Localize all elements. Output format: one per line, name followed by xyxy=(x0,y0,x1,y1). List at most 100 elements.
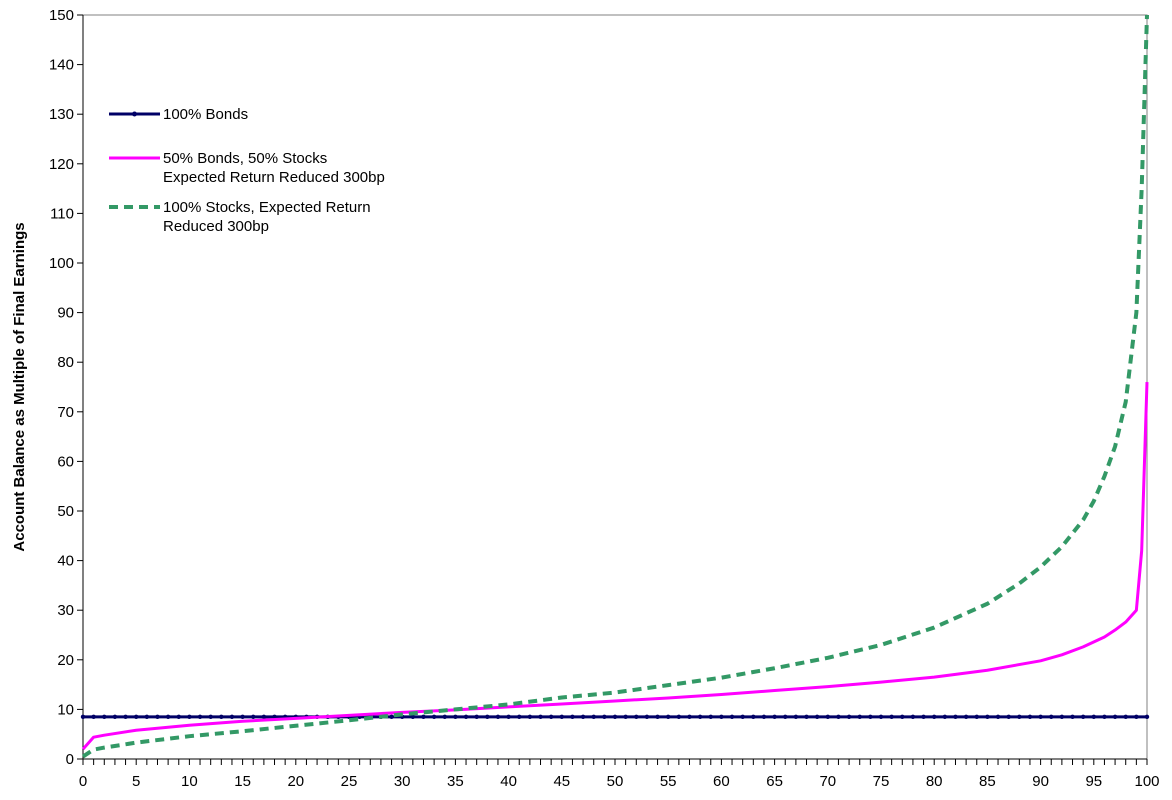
series-marker xyxy=(538,714,543,720)
legend-label-2: 50% Bonds, 50% Stocks xyxy=(163,150,327,167)
series-marker xyxy=(868,714,873,720)
series-marker xyxy=(208,714,213,720)
series-marker xyxy=(229,714,235,720)
series-marker xyxy=(644,714,650,720)
series-marker xyxy=(772,714,777,720)
series-marker xyxy=(495,714,501,720)
legend-label-2: Expected Return Reduced 300bp xyxy=(163,169,385,186)
x-tick-label: 90 xyxy=(1032,773,1049,790)
series-line-3 xyxy=(81,14,1149,759)
series-marker xyxy=(612,714,618,720)
legend-marker xyxy=(132,111,137,117)
series-marker xyxy=(740,714,745,720)
series-marker xyxy=(687,714,692,720)
series-marker xyxy=(655,714,660,720)
series-marker xyxy=(421,714,426,720)
x-tick-label: 50 xyxy=(607,773,624,790)
series-marker xyxy=(729,714,735,720)
series-marker xyxy=(559,714,564,720)
series-marker xyxy=(91,714,96,720)
series-marker xyxy=(527,714,533,720)
series-marker xyxy=(453,714,458,720)
series-marker xyxy=(1102,714,1107,720)
series-line-2 xyxy=(81,381,1149,751)
x-tick-label: 40 xyxy=(500,773,517,790)
y-tick-label: 0 xyxy=(66,751,74,768)
series-marker xyxy=(751,714,756,720)
series-marker xyxy=(1112,714,1118,720)
x-tick-label: 100 xyxy=(1134,773,1159,790)
series-layer xyxy=(80,14,1150,759)
series-marker xyxy=(761,714,767,720)
y-axis-title: Account Balance as Multiple of Final Ear… xyxy=(11,222,28,551)
series-marker xyxy=(921,714,926,720)
y-tick-label: 20 xyxy=(57,652,74,669)
x-tick-label: 25 xyxy=(341,773,358,790)
x-tick-label: 30 xyxy=(394,773,411,790)
series-marker xyxy=(1027,714,1033,720)
series-marker xyxy=(548,714,554,720)
series-marker xyxy=(134,714,139,720)
series-marker xyxy=(910,714,916,720)
legend-label-1: 100% Bonds xyxy=(163,106,248,123)
series-marker xyxy=(591,714,596,720)
series-marker xyxy=(825,714,830,720)
series-marker xyxy=(836,714,841,720)
series-marker xyxy=(474,714,479,720)
y-tick-label: 120 xyxy=(49,156,74,173)
y-tick-label: 30 xyxy=(57,602,74,619)
series-marker xyxy=(261,714,267,720)
series-marker xyxy=(410,714,416,720)
series-marker xyxy=(1038,714,1043,720)
series-marker xyxy=(123,714,128,720)
x-tick-label: 85 xyxy=(979,773,996,790)
legend-label-3: 100% Stocks, Expected Return xyxy=(163,199,371,216)
series-marker xyxy=(1059,714,1065,720)
series-marker xyxy=(1080,714,1086,720)
series-marker xyxy=(804,714,809,720)
series-marker xyxy=(719,714,724,720)
series-marker xyxy=(793,714,799,720)
series-marker xyxy=(272,714,277,720)
series-marker xyxy=(144,714,150,720)
series-marker xyxy=(900,714,905,720)
plot-area xyxy=(82,14,1148,760)
x-tick-label: 10 xyxy=(181,773,198,790)
x-tick-label: 95 xyxy=(1085,773,1102,790)
y-tick-label: 50 xyxy=(57,503,74,520)
x-tick-label: 5 xyxy=(132,773,140,790)
series-marker xyxy=(1091,714,1097,720)
x-tick-label: 75 xyxy=(873,773,890,790)
series-marker xyxy=(857,714,862,720)
y-tick-label: 90 xyxy=(57,305,74,322)
y-tick-label: 130 xyxy=(49,106,74,123)
x-tick-label: 45 xyxy=(553,773,570,790)
legend-label-3: Reduced 300bp xyxy=(163,218,269,235)
y-tick-label: 110 xyxy=(50,205,74,222)
series-marker xyxy=(176,714,181,720)
y-tick-label: 100 xyxy=(49,255,74,272)
series-marker xyxy=(570,714,575,720)
x-tick-label: 20 xyxy=(287,773,304,790)
series-marker xyxy=(974,714,979,720)
series-marker xyxy=(783,714,788,720)
series-marker xyxy=(197,714,203,720)
series-marker xyxy=(112,714,118,720)
y-tick-label: 10 xyxy=(57,701,74,718)
series-marker xyxy=(697,714,703,720)
series-marker xyxy=(1006,714,1011,720)
x-tick-label: 55 xyxy=(660,773,677,790)
series-marker xyxy=(506,714,511,720)
series-marker xyxy=(1049,714,1054,720)
series-marker xyxy=(985,714,990,720)
series-marker xyxy=(932,714,937,720)
series-marker xyxy=(634,714,639,720)
series-marker xyxy=(814,714,820,720)
series-marker xyxy=(431,714,437,720)
series-marker xyxy=(442,714,447,720)
series-marker xyxy=(485,714,490,720)
x-tick-label: 15 xyxy=(234,773,251,790)
y-tick-label: 80 xyxy=(57,354,74,371)
series-marker xyxy=(240,714,245,720)
